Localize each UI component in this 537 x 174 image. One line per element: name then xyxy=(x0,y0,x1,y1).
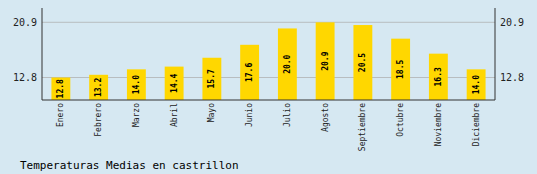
x-tick-label: Febrero xyxy=(94,103,103,137)
bar xyxy=(278,28,297,100)
bar xyxy=(429,54,448,100)
data-label: 14.4 xyxy=(170,73,179,92)
bar xyxy=(240,45,259,100)
data-label: 14.0 xyxy=(132,75,141,94)
bar xyxy=(127,69,146,100)
y2-axis-line xyxy=(495,8,496,100)
data-label: 17.6 xyxy=(245,63,254,82)
data-label: 20.0 xyxy=(283,54,292,73)
data-label: 15.7 xyxy=(207,69,216,88)
title: Temperaturas Medias en castrillon xyxy=(20,159,239,172)
data-label: 18.5 xyxy=(396,60,405,79)
x-tick-label: Enero xyxy=(56,103,65,127)
grid-line xyxy=(42,22,495,23)
bar xyxy=(202,58,221,100)
bar xyxy=(89,75,108,100)
bar xyxy=(353,25,372,100)
data-label: 13.2 xyxy=(94,78,103,97)
data-label: 16.3 xyxy=(434,67,443,86)
x-tick-label: Junio xyxy=(245,103,254,127)
bar xyxy=(165,67,184,100)
x-axis-line xyxy=(42,100,495,101)
x-tick-label: Abril xyxy=(170,103,179,127)
bar xyxy=(316,22,335,100)
data-label: 14.0 xyxy=(472,75,481,94)
y-axis-line xyxy=(42,8,43,100)
x-tick-label: Octubre xyxy=(396,103,405,137)
bar xyxy=(391,39,410,100)
x-tick-label: Agosto xyxy=(321,103,330,132)
x-tick-label: Mayo xyxy=(207,103,216,122)
bar xyxy=(51,78,70,100)
bars xyxy=(51,22,485,100)
x-tick-label: Noviembre xyxy=(434,103,443,147)
x-tick-label: Septiembre xyxy=(358,103,367,151)
data-label: 20.5 xyxy=(358,53,367,72)
chart: 12.8 12.8 20.9 20.9 12.8 13.2 14.0 14.4 15.7 17.6… xyxy=(0,0,537,174)
x-tick-label: Julio xyxy=(283,103,292,127)
y-tick-label: 12.8 xyxy=(13,72,37,83)
y2-tick-label: 12.8 xyxy=(500,72,524,83)
grid-line xyxy=(42,77,495,78)
data-label: 12.8 xyxy=(56,79,65,98)
bar xyxy=(467,69,486,100)
x-tick-label: Marzo xyxy=(132,103,141,127)
y2-tick-label: 20.9 xyxy=(500,17,524,28)
y-tick-label: 20.9 xyxy=(13,17,37,28)
background xyxy=(0,0,537,174)
data-label: 20.9 xyxy=(321,51,330,70)
x-tick-label: Diciembre xyxy=(472,103,481,147)
